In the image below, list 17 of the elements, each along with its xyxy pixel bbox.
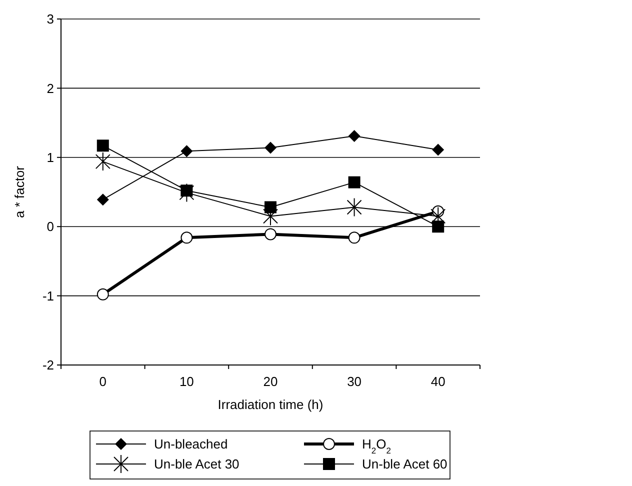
y-tick-label: 2 [46, 80, 54, 96]
x-tick-label: 30 [347, 374, 362, 389]
y-axis-title: a * factor [12, 165, 27, 218]
x-tick-label: 0 [99, 374, 107, 389]
x-tick-label: 40 [430, 374, 446, 389]
y-tick-label: 0 [46, 219, 54, 234]
y-tick-label: -1 [42, 288, 54, 304]
x-axis-title: Irradiation time (h) [218, 397, 324, 412]
legend-label: Un-ble Acet 30 [154, 456, 240, 472]
y-tick-label: 1 [46, 150, 54, 165]
legend-label: H$_{2}$O$_{2}$ [362, 436, 392, 456]
y-tick-label: 3 [46, 12, 54, 27]
legend-label: Un-bleached [154, 436, 228, 452]
x-tick-label: 20 [263, 374, 278, 389]
x-tick-label: 10 [179, 374, 194, 389]
y-tick-label: -2 [42, 358, 54, 373]
legend-label: Un-ble Acet 60 [362, 456, 448, 472]
